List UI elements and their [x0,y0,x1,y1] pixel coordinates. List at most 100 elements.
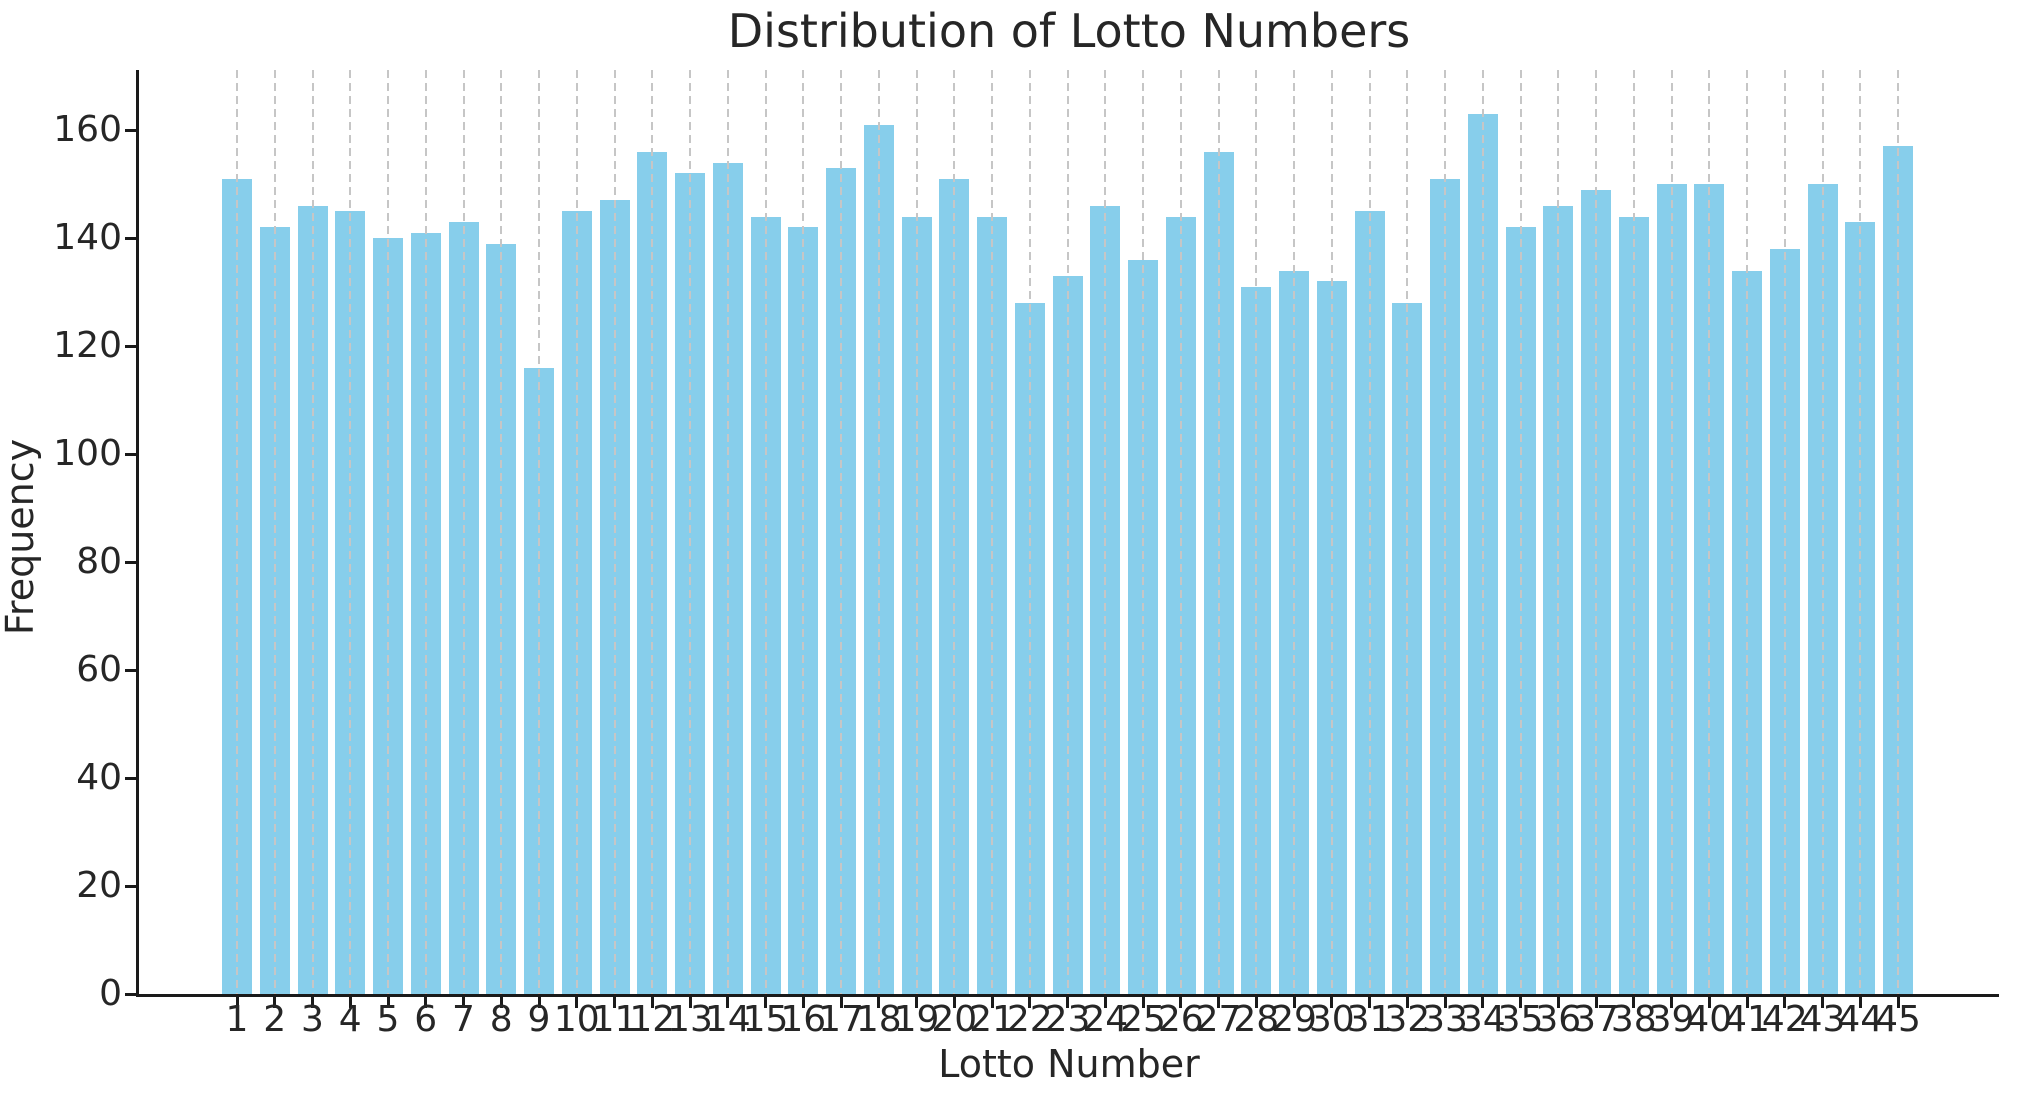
x-tick-label: 39 [1648,999,1695,1040]
x-tick [348,997,352,1008]
y-tick-label: 160 [53,109,122,151]
x-tick [1707,997,1711,1008]
x-tick-label: 20 [931,999,978,1040]
gridline [1368,70,1371,994]
x-tick-label: 45 [1875,999,1921,1040]
x-tick [311,997,314,1008]
gridline [1330,70,1333,994]
gridline [311,70,314,994]
x-tick [952,997,956,1008]
x-tick-label: 37 [1573,999,1619,1040]
y-tick [125,560,136,564]
gridline [349,70,352,994]
x-tick [1292,997,1296,1008]
gridline [1406,70,1409,994]
gridline [877,70,880,994]
x-tick [1745,997,1749,1008]
y-tick-label: 60 [76,649,122,691]
x-tick [1179,997,1183,1008]
y-tick [125,236,136,240]
x-tick [1368,997,1371,1008]
x-tick-label: 21 [969,999,1015,1040]
x-tick [499,997,503,1008]
x-tick-label: 1 [225,999,249,1040]
x-tick [235,997,239,1008]
y-tick [125,992,136,996]
x-tick [575,997,579,1008]
x-tick [1594,997,1598,1008]
gridline [840,70,842,994]
x-tick [273,997,277,1008]
gridline [1595,70,1597,994]
gridline [500,70,503,994]
gridline [802,70,805,994]
x-tick-label: 17 [818,999,864,1040]
x-tick [1821,997,1824,1008]
x-tick-label: 22 [1006,999,1053,1040]
gridline [273,70,276,994]
gridline [953,70,956,994]
x-tick-label: 6 [414,999,438,1040]
chart-title: Distribution of Lotto Numbers [727,4,1411,58]
x-tick-label: 30 [1308,999,1355,1040]
y-axis-spine [136,70,139,997]
x-tick [1405,997,1409,1008]
x-tick-label: 25 [1120,999,1166,1040]
gridline [726,70,729,994]
gridline [1179,70,1182,994]
gridline [1293,70,1295,994]
gridline [1217,70,1220,994]
x-tick [1783,997,1787,1008]
x-tick [1028,997,1032,1008]
y-tick-label: 140 [53,217,122,259]
x-tick-label: 9 [527,999,551,1040]
gridline [1897,70,1899,994]
gridline [1821,70,1824,994]
x-tick [1632,997,1636,1008]
x-tick [1443,997,1447,1008]
x-tick [650,997,654,1008]
x-tick-label: 3 [301,999,324,1040]
x-tick-label: 34 [1459,999,1506,1040]
plot-area [139,70,1999,994]
x-tick [462,997,465,1008]
gridline [613,70,616,994]
gridline [764,70,767,994]
x-tick [386,997,390,1008]
x-tick-label: 35 [1497,999,1544,1040]
x-tick-label: 43 [1799,999,1846,1040]
x-tick-label: 31 [1346,999,1393,1040]
x-tick [801,997,805,1008]
y-tick [125,128,136,132]
x-tick [1217,997,1220,1008]
x-tick-label: 7 [452,999,475,1040]
x-tick [1141,997,1145,1008]
x-axis-spine [136,994,1999,997]
gridline [1783,70,1786,994]
x-tick [990,997,994,1008]
y-tick-label: 40 [76,757,122,799]
y-tick-label: 20 [76,865,122,907]
x-tick-label: 19 [893,999,940,1040]
x-tick [1556,997,1560,1008]
x-tick [1330,997,1334,1008]
gridline [575,70,578,994]
x-tick [1670,997,1673,1008]
x-tick-label: 41 [1724,999,1770,1040]
x-tick [839,997,843,1008]
gridline [1708,70,1711,994]
x-tick [1896,997,1900,1008]
x-tick [1481,997,1485,1008]
gridline [915,70,918,994]
x-tick [1858,997,1862,1008]
gridline [1255,70,1258,994]
y-tick [125,452,136,456]
gridline [1519,70,1522,994]
y-tick [125,884,136,888]
gridline [1444,70,1446,994]
x-tick [1254,997,1258,1008]
gridline [991,70,993,994]
x-tick-label: 16 [780,999,827,1040]
y-tick [125,668,136,672]
